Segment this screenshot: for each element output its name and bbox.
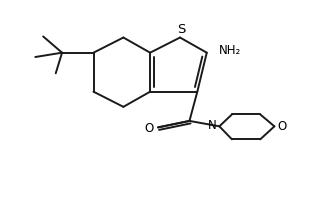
Text: O: O xyxy=(278,120,287,133)
Text: O: O xyxy=(144,122,153,135)
Text: N: N xyxy=(208,119,217,132)
Text: NH₂: NH₂ xyxy=(219,44,241,57)
Text: S: S xyxy=(177,24,185,36)
